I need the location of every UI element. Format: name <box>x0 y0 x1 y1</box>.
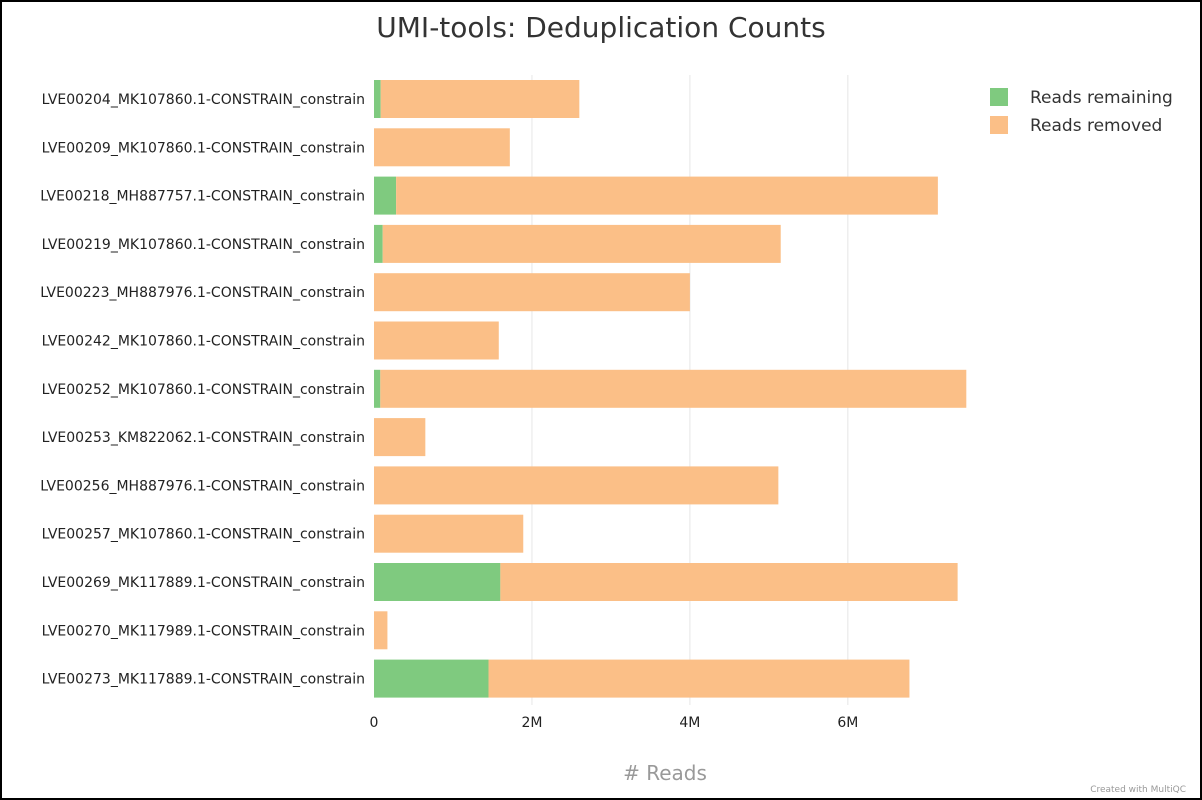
bar-reads-removed[interactable] <box>374 418 426 457</box>
category-label: LVE00209_MK107860.1-CONSTRAIN_constrain <box>42 140 365 156</box>
bar-reads-remaining[interactable] <box>374 659 489 698</box>
bars <box>374 80 967 698</box>
bar-reads-removed[interactable] <box>374 321 499 360</box>
category-label: LVE00270_MK117989.1-CONSTRAIN_constrain <box>42 623 365 639</box>
bar-reads-removed[interactable] <box>374 611 388 650</box>
bar-reads-removed[interactable] <box>380 80 580 118</box>
credit-text: Created with MultiQC <box>1090 785 1186 795</box>
category-label: LVE00219_MK107860.1-CONSTRAIN_constrain <box>42 237 365 253</box>
legend[interactable]: Reads remaining Reads removed <box>990 88 1173 136</box>
bar-reads-removed[interactable] <box>382 224 781 263</box>
category-label: LVE00252_MK107860.1-CONSTRAIN_constrain <box>42 382 365 398</box>
bar-reads-removed[interactable] <box>374 273 690 312</box>
category-label: LVE00242_MK107860.1-CONSTRAIN_constrain <box>42 334 365 350</box>
bar-reads-remaining[interactable] <box>374 369 381 408</box>
legend-swatch <box>990 88 1008 106</box>
category-label: LVE00204_MK107860.1-CONSTRAIN_constrain <box>42 92 365 108</box>
category-label: LVE00253_KM822062.1-CONSTRAIN_constrain <box>42 430 365 446</box>
category-labels: LVE00204_MK107860.1-CONSTRAIN_constrain L… <box>40 92 365 688</box>
bar-reads-remaining[interactable] <box>374 176 397 215</box>
x-axis-title: # Reads <box>623 761 707 785</box>
x-tick-label: 6M <box>837 715 858 731</box>
category-label: LVE00273_MK117889.1-CONSTRAIN_constrain <box>42 672 365 688</box>
chart-title: UMI-tools: Deduplication Counts <box>376 11 825 44</box>
x-tick-label: 0 <box>370 715 379 731</box>
category-label: LVE00257_MK107860.1-CONSTRAIN_constrain <box>42 527 365 543</box>
bar-reads-remaining[interactable] <box>374 224 383 263</box>
x-tick-label: 4M <box>679 715 700 731</box>
bar-reads-removed[interactable] <box>374 128 510 167</box>
category-label: LVE00218_MH887757.1-CONSTRAIN_constrain <box>40 189 365 205</box>
x-tick-label: 2M <box>521 715 542 731</box>
legend-swatch <box>990 116 1008 134</box>
bar-reads-removed[interactable] <box>488 659 910 698</box>
legend-item-reads-remaining[interactable]: Reads remaining <box>990 88 1173 108</box>
bar-reads-removed[interactable] <box>374 514 524 553</box>
bar-reads-remaining[interactable] <box>374 80 381 118</box>
legend-label: Reads removed <box>1030 116 1162 136</box>
bar-reads-remaining[interactable] <box>374 563 501 601</box>
x-axis-ticks: 0 2M 4M 6M <box>370 715 859 731</box>
category-label: LVE00256_MH887976.1-CONSTRAIN_constrain <box>40 478 365 494</box>
legend-label: Reads remaining <box>1030 88 1173 108</box>
bar-reads-removed[interactable] <box>396 176 938 215</box>
category-label: LVE00269_MK117889.1-CONSTRAIN_constrain <box>42 575 365 591</box>
legend-item-reads-removed[interactable]: Reads removed <box>990 116 1162 136</box>
category-label: LVE00223_MH887976.1-CONSTRAIN_constrain <box>40 285 365 301</box>
bar-reads-removed[interactable] <box>500 563 958 601</box>
bar-reads-removed[interactable] <box>374 466 779 505</box>
bar-reads-removed[interactable] <box>380 369 967 408</box>
